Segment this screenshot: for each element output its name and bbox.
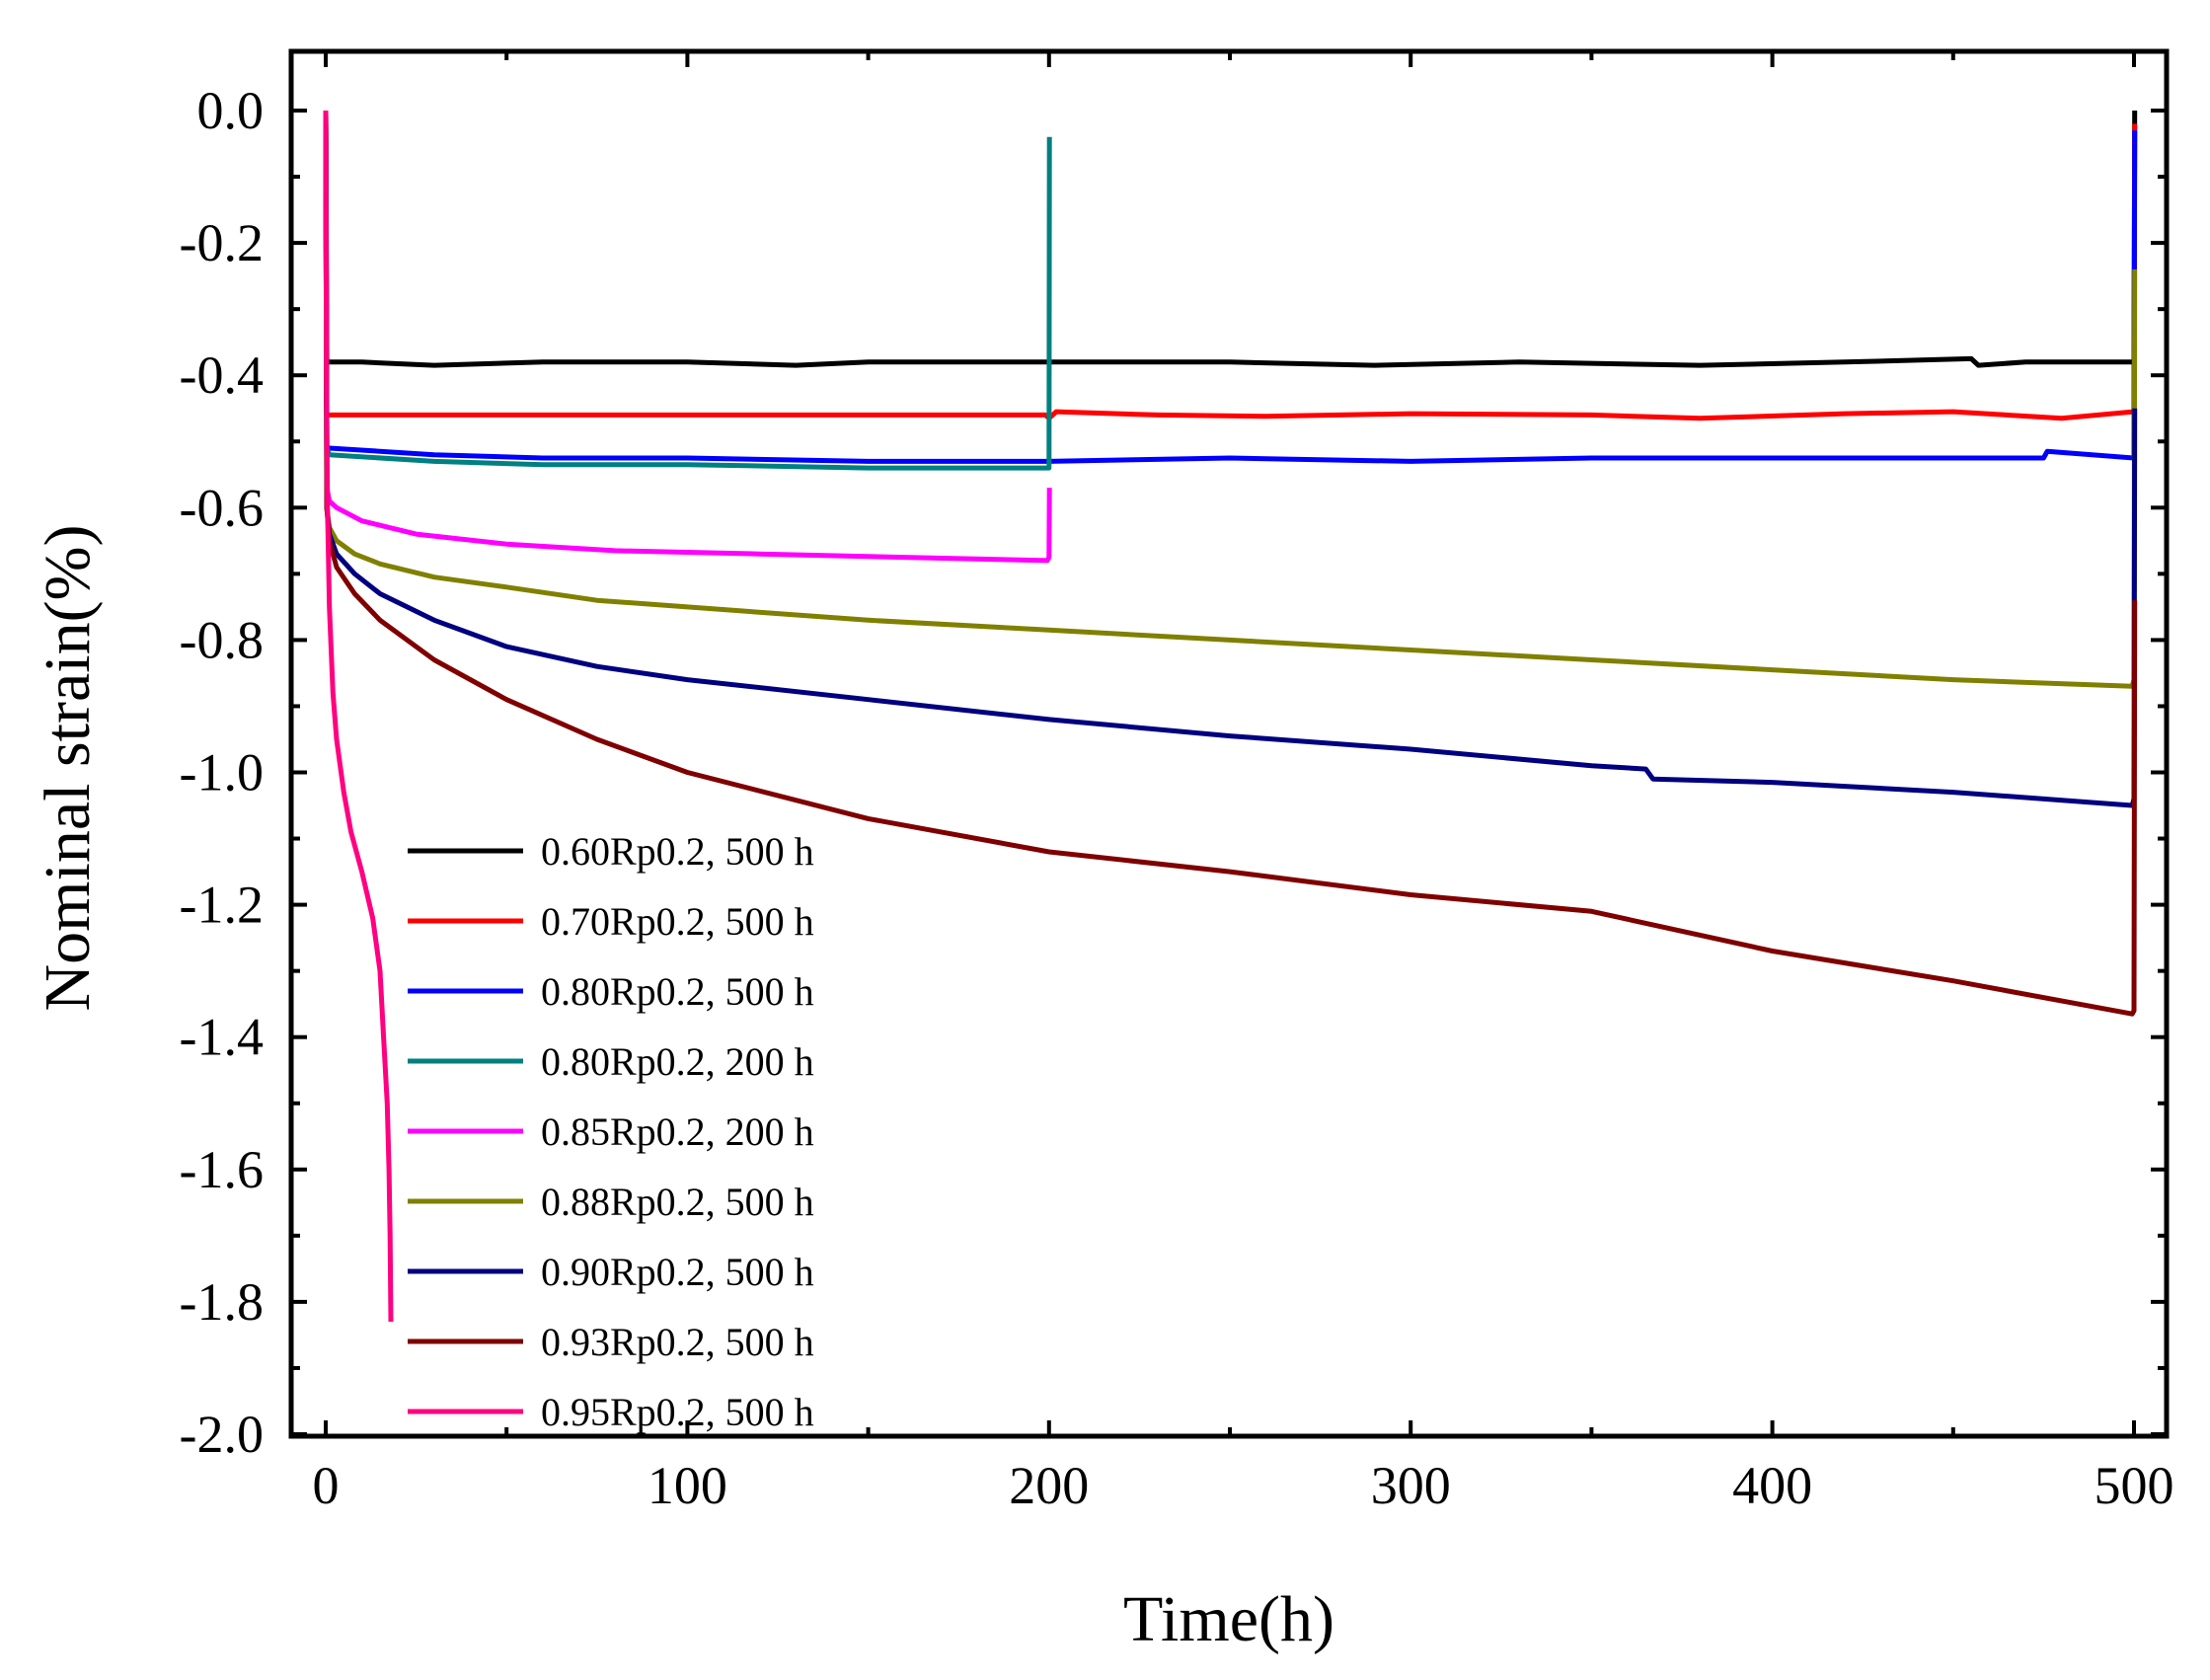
series-line-0-85rp0-2-200-h xyxy=(323,110,1052,564)
series-layer xyxy=(323,110,2138,1323)
y-tick-label: -0.4 xyxy=(180,345,264,405)
legend-label: 0.60Rp0.2, 500 h xyxy=(541,829,814,874)
ticks-layer: 0 100 200 300 400 500 0.0 -0.2 -0.4 -0.6 -0.8 -1.0 -… xyxy=(180,51,2174,1515)
y-tick-label: 0.0 xyxy=(197,81,265,140)
y-tick-label: -1.0 xyxy=(180,743,264,802)
y-tick-label: -0.8 xyxy=(180,610,264,669)
legend-label: 0.70Rp0.2, 500 h xyxy=(541,899,814,944)
series-line-0-90rp0-2-500-h xyxy=(323,110,2138,808)
x-tick-label: 500 xyxy=(2095,1456,2174,1515)
y-tick-label: -1.6 xyxy=(180,1140,264,1199)
x-axis-title: Time(h) xyxy=(1123,1583,1334,1655)
series-line-0-93rp0-2-500-h xyxy=(323,110,2138,1017)
legend-label: 0.85Rp0.2, 200 h xyxy=(541,1109,814,1154)
x-tick-label: 200 xyxy=(1009,1456,1089,1515)
x-tick-label: 300 xyxy=(1371,1456,1451,1515)
series-line-0-70rp0-2-500-h xyxy=(323,110,2138,421)
series-line-0-60rp0-2-500-h xyxy=(323,110,2138,368)
legend-label: 0.90Rp0.2, 500 h xyxy=(541,1250,814,1294)
legend-label: 0.80Rp0.2, 500 h xyxy=(541,969,814,1014)
y-tick-label: -1.4 xyxy=(180,1008,264,1067)
legend-label: 0.80Rp0.2, 200 h xyxy=(541,1039,814,1084)
y-tick-label: -1.8 xyxy=(180,1272,264,1332)
x-tick-label: 400 xyxy=(1732,1456,1812,1515)
series-line-0-80rp0-2-500-h xyxy=(323,110,2138,464)
legend-label: 0.95Rp0.2, 500 h xyxy=(541,1390,814,1434)
y-tick-label: -0.6 xyxy=(180,478,264,537)
legend-label: 0.93Rp0.2, 500 h xyxy=(541,1320,814,1364)
series-line-0-95rp0-2-500-h xyxy=(323,110,394,1323)
plot-frame xyxy=(288,48,2170,1439)
x-tick-label: 0 xyxy=(313,1456,340,1515)
legend-label: 0.88Rp0.2, 500 h xyxy=(541,1180,814,1224)
y-tick-label: -2.0 xyxy=(180,1405,264,1464)
y-tick-label: -0.2 xyxy=(180,213,264,272)
x-tick-label: 100 xyxy=(648,1456,727,1515)
legend: 0.60Rp0.2, 500 h 0.70Rp0.2, 500 h 0.80Rp0.… xyxy=(408,829,814,1434)
y-tick-label: -1.2 xyxy=(180,876,264,935)
y-axis-title: Nominal strain(%) xyxy=(32,524,104,1011)
series-line-0-88rp0-2-500-h xyxy=(323,110,2138,689)
